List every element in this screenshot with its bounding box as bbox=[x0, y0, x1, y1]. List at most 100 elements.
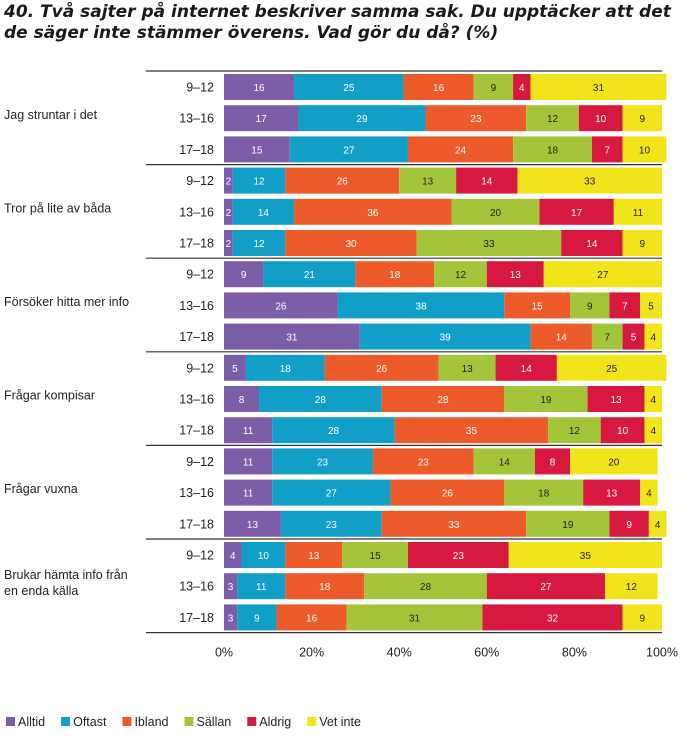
bar-segment-ibland bbox=[403, 74, 474, 100]
data-label: 2 bbox=[226, 239, 232, 250]
bar-segment-sällan bbox=[526, 510, 610, 537]
data-label: 23 bbox=[317, 457, 329, 468]
bar-segment-alltid bbox=[224, 573, 238, 600]
age-label: 9–12 bbox=[186, 361, 214, 375]
data-label: 23 bbox=[470, 114, 482, 125]
data-label: 32 bbox=[547, 613, 559, 624]
age-label: 13–16 bbox=[179, 393, 214, 407]
data-label: 13 bbox=[308, 551, 320, 562]
data-label: 14 bbox=[556, 333, 568, 344]
bar-segment-ibland bbox=[381, 386, 505, 412]
data-label: 7 bbox=[604, 333, 610, 344]
data-label: 4 bbox=[655, 520, 661, 531]
bar-segment-vet-inte bbox=[622, 604, 662, 631]
data-label: 16 bbox=[253, 83, 265, 94]
bar-segment-alltid bbox=[224, 230, 233, 256]
data-label: 31 bbox=[286, 333, 298, 344]
bar-segment-aldrig bbox=[407, 542, 509, 568]
bar-segment-vet-inte bbox=[644, 323, 662, 350]
bar-segment-alltid bbox=[224, 105, 299, 132]
legend-entry: Vet inte bbox=[319, 715, 361, 729]
data-label: 14 bbox=[521, 364, 533, 375]
data-label: 26 bbox=[442, 489, 454, 500]
data-label: 12 bbox=[455, 270, 467, 281]
data-label: 26 bbox=[337, 177, 349, 188]
bar-segment-ibland bbox=[285, 230, 417, 256]
data-label: 3 bbox=[228, 613, 234, 624]
age-label: 17–18 bbox=[179, 517, 214, 531]
data-label: 26 bbox=[275, 301, 287, 312]
bar-segment-sällan bbox=[438, 354, 496, 381]
data-label: 31 bbox=[593, 83, 605, 94]
data-label: 15 bbox=[370, 551, 382, 562]
data-label: 25 bbox=[606, 364, 618, 375]
legend-entry: Sällan bbox=[197, 715, 232, 729]
data-label: 27 bbox=[540, 582, 552, 593]
bar-segment-alltid bbox=[224, 74, 295, 100]
bar-segment-vet-inte bbox=[570, 448, 658, 475]
data-label: 10 bbox=[639, 145, 651, 156]
data-label: 35 bbox=[580, 551, 592, 562]
data-label: 16 bbox=[433, 83, 445, 94]
data-label: 8 bbox=[550, 457, 556, 468]
age-label: 17–18 bbox=[179, 330, 214, 344]
bar-segment-alltid bbox=[224, 448, 273, 475]
data-label: 25 bbox=[343, 83, 355, 94]
bar-segment-ibland bbox=[425, 105, 527, 132]
data-label: 9 bbox=[587, 301, 593, 312]
age-label: 17–18 bbox=[179, 237, 214, 251]
bar-segment-alltid bbox=[224, 354, 246, 381]
data-label: 29 bbox=[356, 114, 368, 125]
data-label: 26 bbox=[376, 364, 388, 375]
data-label: 10 bbox=[595, 114, 607, 125]
bar-segment-alltid bbox=[224, 386, 260, 412]
category-label: Försöker hitta mer info bbox=[4, 295, 129, 309]
data-label: 28 bbox=[328, 426, 340, 437]
bar-segment-sällan bbox=[504, 479, 584, 506]
bar-segment-ibland bbox=[530, 323, 592, 350]
data-label: 23 bbox=[326, 520, 338, 531]
age-label: 13–16 bbox=[179, 205, 214, 219]
data-label: 33 bbox=[584, 177, 596, 188]
category-label: Brukar hämta info från bbox=[4, 568, 128, 582]
bar-segment-aldrig bbox=[609, 510, 649, 537]
bar-segment-alltid bbox=[224, 323, 360, 350]
age-label: 9–12 bbox=[186, 174, 214, 188]
bar-segment-aldrig bbox=[591, 136, 623, 163]
legend-swatch-ibland bbox=[122, 717, 132, 726]
legend-entry: Ibland bbox=[134, 715, 168, 729]
data-label: 20 bbox=[608, 457, 620, 468]
bar-segment-vet-inte bbox=[622, 230, 662, 256]
data-label: 11 bbox=[256, 582, 267, 593]
bar-segment-vet-inte bbox=[640, 292, 662, 319]
bar-segment-ibland bbox=[355, 261, 435, 288]
bar-segment-alltid bbox=[224, 417, 273, 444]
age-label: 13–16 bbox=[179, 112, 214, 126]
bar-segment-sällan bbox=[473, 74, 514, 100]
data-label: 2 bbox=[226, 177, 232, 188]
data-label: 19 bbox=[562, 520, 574, 531]
data-label: 13 bbox=[422, 177, 434, 188]
bar-segment-ibland bbox=[285, 167, 400, 194]
data-label: 11 bbox=[243, 457, 254, 468]
data-label: 17 bbox=[256, 114, 268, 125]
data-label: 12 bbox=[569, 426, 581, 437]
data-label: 18 bbox=[538, 489, 550, 500]
bar-segment-vet-inte bbox=[644, 417, 662, 444]
bar-segment-aldrig bbox=[482, 604, 623, 631]
bar-segment-vet-inte bbox=[543, 261, 662, 288]
bar-segment-alltid bbox=[224, 542, 242, 568]
data-label: 4 bbox=[230, 551, 236, 562]
bar-segment-alltid bbox=[224, 136, 290, 163]
bar-segment-oftast bbox=[289, 136, 408, 163]
bar-segment-sällan bbox=[346, 604, 483, 631]
data-label: 5 bbox=[648, 301, 654, 312]
bar-segment-oftast bbox=[298, 105, 426, 132]
data-label: 36 bbox=[367, 208, 379, 219]
legend-swatch-sällan bbox=[184, 717, 194, 726]
data-label: 14 bbox=[586, 239, 598, 250]
data-label: 12 bbox=[626, 582, 638, 593]
x-tick-label: 100% bbox=[646, 646, 678, 660]
data-label: 13 bbox=[510, 270, 522, 281]
data-label: 18 bbox=[389, 270, 401, 281]
